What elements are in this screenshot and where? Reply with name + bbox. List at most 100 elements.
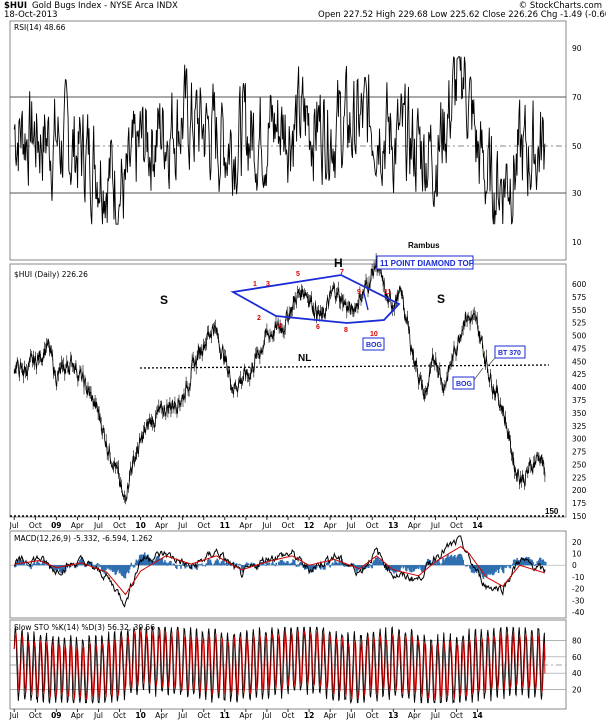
macd-hist-bar [167, 563, 170, 566]
macd-hist-bar [158, 558, 160, 566]
macd-hist-bar [471, 565, 474, 573]
macd-panel: $HUI MACD(12,26,9) -5.332, -6.594, 1.262… [9, 530, 584, 619]
macd-hist-bar [63, 565, 65, 569]
diamond-point-4: 4 [278, 323, 282, 330]
macd-hist-bar [97, 565, 100, 567]
macd-hist-bar [438, 562, 441, 566]
diamond-point-7: 7 [340, 269, 344, 276]
macd-hist-bar [288, 564, 291, 566]
diamond-point-5: 5 [296, 271, 300, 278]
macd-hist-bar [280, 560, 282, 566]
xaxis2-tick-3: Apr [71, 711, 85, 720]
macd-hist-bar [170, 564, 173, 566]
macd-hist-bar [540, 562, 543, 566]
head-label: H [334, 256, 343, 270]
macd-hist-bar [405, 565, 408, 572]
macd-hist-bar [298, 565, 300, 567]
macd-hist-bar [541, 560, 544, 566]
macd-hist-bar [288, 563, 290, 566]
macd-hist-bar [413, 565, 416, 571]
macd-hist-bar [185, 565, 187, 567]
price-tick-550: 550 [572, 306, 587, 315]
macd-hist-bar [340, 560, 342, 566]
sto-title: Slow STO %K(14) %D(3) 56.32, 39.56 [14, 623, 155, 632]
rsi-series-line [13, 56, 546, 225]
macd-hist-bar [95, 565, 97, 567]
macd-hist-bar [315, 565, 318, 569]
macd-hist-bar [26, 565, 29, 566]
macd-hist-bar [31, 565, 33, 567]
macd-hist-bar [467, 564, 469, 566]
macd-hist-bar [235, 563, 238, 566]
macd-hist-bar [38, 562, 41, 566]
macd-hist-bar [400, 565, 402, 569]
macd-hist-bar [165, 562, 168, 566]
macd-hist-bar [18, 560, 20, 566]
macd-hist-bar [278, 562, 281, 566]
macd-hist-bar [76, 565, 79, 567]
macd-hist-bar [36, 562, 38, 566]
macd-hist-bar [497, 565, 500, 573]
macd-hist-bar [302, 565, 304, 568]
macd-hist-bar [251, 564, 254, 566]
right-shoulder-label: S [437, 292, 445, 306]
macd-hist-bar [507, 565, 509, 567]
xaxis2-tick-11: Apr [239, 711, 253, 720]
macd-hist-bar [245, 563, 247, 566]
macd-hist-bar [273, 564, 276, 566]
diamond-point-11: 11 [384, 289, 392, 296]
macd-hist-bar [217, 559, 219, 566]
macd-hist-bar [322, 565, 325, 570]
macd-hist-bar [272, 564, 275, 566]
macd-hist-bar [101, 565, 104, 572]
sto-tick-60: 60 [572, 653, 582, 662]
diamond-point-6: 6 [316, 324, 320, 331]
macd-hist-bar [180, 565, 182, 569]
macd-hist-bar [284, 562, 287, 566]
price-tick-250: 250 [572, 460, 587, 469]
macd-hist-bar [60, 565, 63, 574]
macd-hist-bar [227, 563, 229, 566]
macd-hist-bar [267, 564, 270, 566]
macd-hist-bar [74, 565, 77, 569]
bt-box-frame [494, 345, 526, 359]
macd-hist-bar [205, 563, 207, 566]
macd-hist-bar [225, 563, 228, 566]
macd-hist-bar [421, 565, 424, 572]
macd-hist-bar [518, 562, 521, 566]
xaxis2-tick-4: Jul [93, 711, 103, 720]
price-tick-175: 175 [572, 499, 587, 508]
rsi-tick-10: 10 [572, 238, 582, 247]
macd-hist-bar [368, 565, 370, 568]
macd-hist-bar [366, 565, 368, 568]
diamond-marker [363, 292, 369, 311]
bog-box-2: BOG [452, 376, 475, 390]
diamond-points: 1 2 3 4 5 6 7 8 9 10 11 [253, 269, 392, 338]
macd-hist-bar [103, 565, 106, 574]
macd-hist-bar [113, 565, 116, 572]
macd-hist-bar [534, 564, 537, 566]
macd-hist-bar [395, 565, 398, 573]
macd-hist-bar [145, 555, 148, 566]
macd-hist-bar [351, 563, 353, 566]
macd-hist-bar [292, 559, 294, 566]
macd-hist-bar [416, 565, 418, 569]
macd-tick-0: 0 [572, 561, 577, 570]
price-panel: $HUI (Daily) 226.26 60057555052550047545… [9, 241, 587, 521]
macd-hist-bar [79, 558, 82, 566]
macd-hist-bar [176, 565, 178, 569]
macd-tick-20: 20 [572, 538, 582, 547]
macd-hist-bar [133, 565, 136, 568]
macd-hist-bar [480, 565, 483, 575]
macd-hist-bar [47, 564, 49, 566]
macd-hist-bar [163, 563, 165, 566]
macd-hist-bar [123, 565, 126, 579]
macd-hist-bar [184, 565, 186, 569]
macd-hist-bar [453, 556, 455, 566]
macd-hist-bar [423, 565, 426, 571]
macd-hist-bar [379, 559, 382, 566]
macd-hist-bar [449, 555, 452, 566]
xaxis2-tick-19: Apr [408, 711, 422, 720]
bog-box-2-frame [452, 376, 475, 390]
